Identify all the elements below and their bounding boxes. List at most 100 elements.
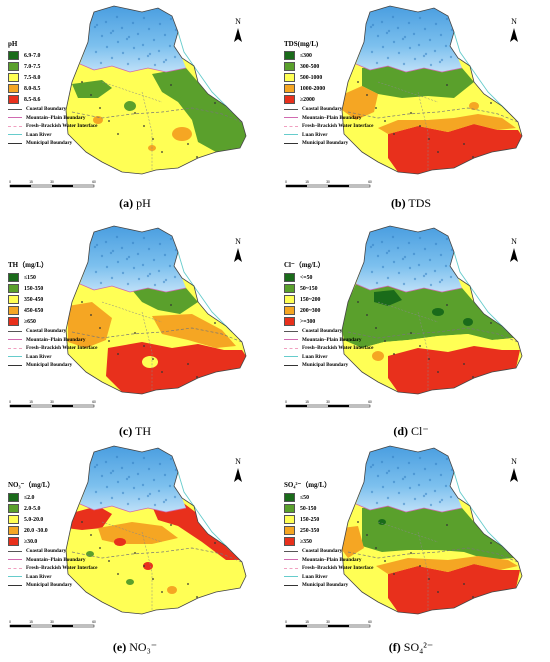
legend-line-item: Municipal Boundary	[284, 139, 434, 148]
map-panel-ph: N 0 15 30 60 pH 6.9-7.0 7.0-7.5 7.5-8.0 8.0-8.5 8.…	[2, 2, 272, 218]
terrain-texture	[385, 31, 389, 35]
terrain-texture	[141, 483, 145, 487]
terrain-texture	[424, 52, 428, 56]
legend-line-item: Luan River	[284, 353, 434, 362]
legend-line-label: Municipal Boundary	[26, 140, 73, 147]
concentration-zone	[378, 70, 386, 78]
scale-tick-label: 60	[368, 620, 372, 624]
legend-line-item: Luan River	[8, 573, 158, 582]
sample-point	[143, 565, 145, 567]
map-panel-no3: N 0 15 30 60 NO₃⁻（mg/L） ≤2.0 2.0-5.0 5.0-20.0 20.…	[2, 442, 272, 658]
terrain-texture	[392, 480, 396, 484]
terrain-texture	[403, 475, 407, 479]
terrain-texture	[403, 35, 407, 39]
sample-point	[161, 371, 163, 373]
legend-line-symbol	[8, 347, 22, 349]
terrain-texture	[142, 16, 146, 20]
legend: pH 6.9-7.0 7.0-7.5 7.5-8.0 8.0-8.5 8.5-8.6 Coa…	[8, 40, 158, 148]
legend-swatch	[8, 284, 19, 293]
terrain-texture	[396, 466, 400, 470]
scale-tick-label: 0	[9, 620, 11, 624]
sample-point	[437, 371, 439, 373]
concentration-zone	[378, 114, 516, 134]
terrain-texture	[137, 277, 141, 281]
terrain-texture	[449, 55, 453, 59]
terrain-texture	[381, 485, 385, 489]
north-label: N	[511, 457, 517, 466]
sample-point	[419, 565, 421, 567]
legend-class-item: ≤150	[8, 272, 158, 283]
concentration-zone	[114, 538, 126, 546]
municipal-boundary-line	[101, 301, 163, 390]
terrain-texture	[454, 14, 458, 18]
sample-point	[170, 304, 172, 306]
terrain-texture	[403, 255, 407, 259]
terrain-texture	[125, 477, 129, 481]
terrain-texture	[105, 45, 109, 49]
map-so4: N 0 15 30 60	[285, 445, 523, 628]
scale-bar: 0 15 30 60	[9, 180, 96, 188]
terrain-texture	[440, 278, 444, 282]
legend-line-symbol	[8, 330, 22, 332]
legend-class-item: 350-450	[8, 294, 158, 305]
legend-line-item: Mountain–Plain Boundary	[8, 556, 158, 565]
concentration-zone	[124, 101, 136, 111]
terrain-texture	[127, 255, 131, 259]
terrain-texture	[153, 283, 157, 287]
sample-point	[81, 521, 83, 523]
legend-class-label: 1000-2000	[300, 85, 326, 92]
terrain-texture	[178, 454, 182, 458]
sample-point	[143, 125, 145, 127]
legend-class-item: 50~150	[284, 283, 434, 294]
terrain-texture	[136, 32, 140, 36]
concentration-zone	[374, 290, 402, 306]
north-arrow-icon: N	[234, 237, 242, 262]
terrain-texture	[445, 17, 449, 21]
north-arrow-icon: N	[510, 17, 518, 42]
legend-class-label: 150~200	[300, 296, 321, 303]
legend-swatch	[8, 295, 19, 304]
fresh-brackish-interface-line	[347, 107, 519, 123]
legend-line-label: Municipal Boundary	[26, 362, 73, 369]
sample-point	[357, 81, 359, 83]
legend-class-label: 7.0-7.5	[24, 63, 41, 70]
legend-line-label: Mountain–Plain Boundary	[302, 114, 362, 121]
terrain-texture	[169, 17, 173, 21]
terrain-texture	[111, 249, 115, 253]
north-arrow-icon: N	[510, 457, 518, 482]
sample-point	[472, 156, 474, 158]
terrain-texture	[385, 251, 389, 255]
terrain-texture	[164, 278, 168, 282]
terrain-texture	[445, 237, 449, 241]
legend-line-symbol	[8, 142, 22, 144]
terrain-texture	[444, 484, 448, 488]
legend-line-item: Fresh–Brackish Water Interface	[284, 122, 434, 131]
concentration-zone	[93, 116, 103, 124]
terrain-texture	[147, 27, 151, 31]
terrain-texture	[127, 475, 131, 479]
terrain-texture	[99, 501, 103, 505]
fresh-brackish-interface-line	[71, 327, 243, 343]
terrain-texture	[428, 38, 432, 42]
legend-swatch	[8, 73, 19, 82]
terrain-texture	[381, 265, 385, 269]
sample-point	[357, 301, 359, 303]
region-outline	[341, 225, 523, 395]
legend-swatch	[284, 273, 295, 282]
terrain-texture	[428, 478, 432, 482]
sample-point	[214, 542, 216, 544]
sample-point	[393, 353, 395, 355]
terrain-texture	[429, 63, 433, 67]
legend-line-symbol	[284, 364, 298, 366]
scale-tick-label: 30	[326, 180, 330, 184]
terrain-texture	[100, 474, 104, 478]
scale-tick-label: 60	[368, 180, 372, 184]
sample-point	[161, 151, 163, 153]
terrain-texture	[397, 271, 401, 275]
legend-title: pH	[8, 40, 18, 48]
legend-line-label: Municipal Boundary	[26, 582, 73, 589]
concentration-zone	[342, 86, 378, 120]
sample-point	[187, 363, 189, 365]
map-no3: N 0 15 30 60	[9, 445, 247, 628]
legend-title: Cl⁻（mg/L）	[284, 261, 325, 269]
